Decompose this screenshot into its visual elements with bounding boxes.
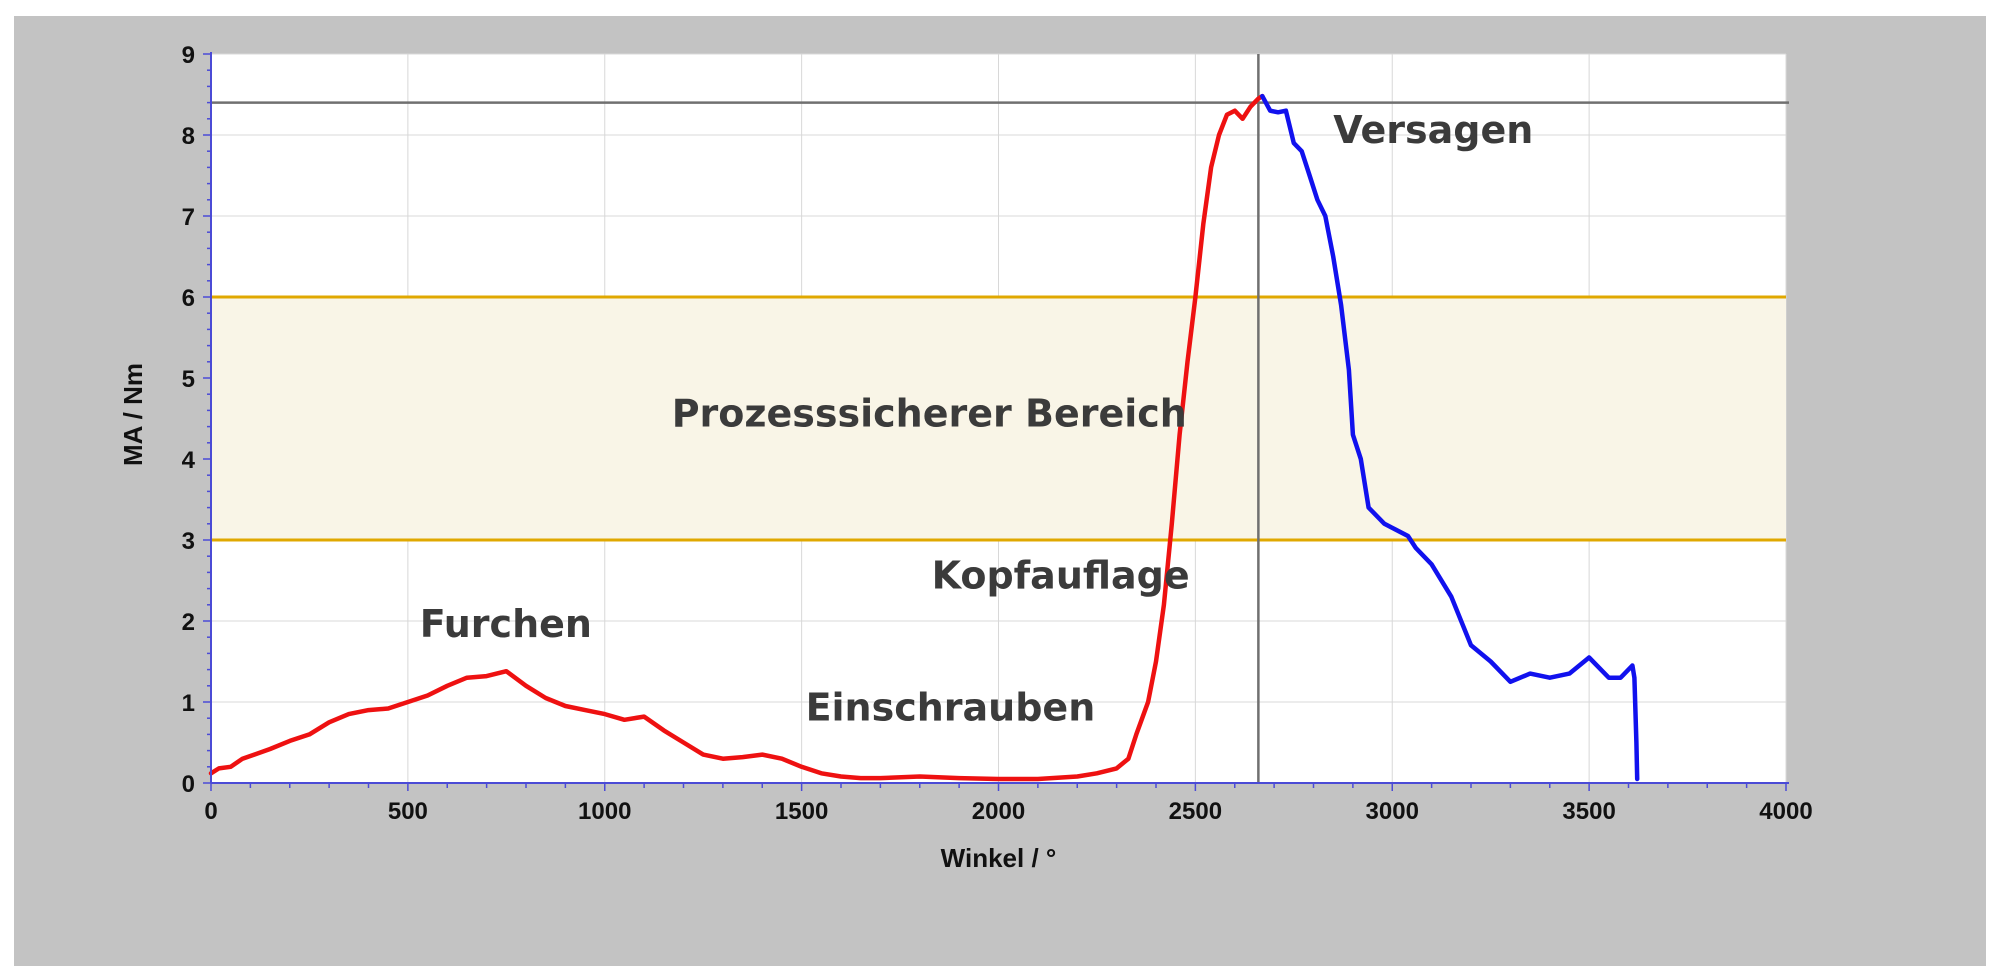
- x-axis-title: Winkel / °: [941, 843, 1057, 873]
- x-tick-label: 500: [388, 798, 428, 825]
- y-tick-label: 6: [182, 285, 195, 312]
- series-line-2: [1260, 93, 1640, 782]
- x-tick-label: 3500: [1562, 798, 1615, 825]
- y-tick-label: 2: [182, 609, 195, 636]
- x-tick-label: 3000: [1366, 798, 1419, 825]
- y-tick-label: 5: [182, 366, 195, 393]
- x-tick-label: 2500: [1169, 798, 1222, 825]
- process-safe-band: [211, 297, 1786, 540]
- y-tick-label: 1: [182, 690, 195, 717]
- y-axis-title: MA / Nm: [118, 363, 148, 466]
- x-tick-label: 2000: [972, 798, 1025, 825]
- annotation-label: Kopfauflage: [932, 554, 1190, 598]
- y-tick-label: 9: [182, 42, 195, 69]
- series-line-1: [208, 93, 1265, 782]
- x-tick-label: 1000: [578, 798, 631, 825]
- annotation-label: Furchen: [420, 602, 592, 646]
- x-tick-label: 4000: [1759, 798, 1812, 825]
- y-tick-label: 8: [182, 123, 195, 150]
- x-tick-label: 0: [204, 798, 217, 825]
- annotation-label: Einschrauben: [806, 686, 1096, 730]
- y-tick-label: 3: [182, 528, 195, 555]
- annotation-label: Versagen: [1333, 108, 1533, 152]
- y-tick-label: 4: [182, 447, 196, 474]
- y-tick-label: 7: [182, 204, 195, 231]
- annotation-label: Prozesssicherer Bereich: [672, 392, 1187, 436]
- x-tick-label: 1500: [775, 798, 828, 825]
- y-tick-label: 0: [182, 771, 195, 798]
